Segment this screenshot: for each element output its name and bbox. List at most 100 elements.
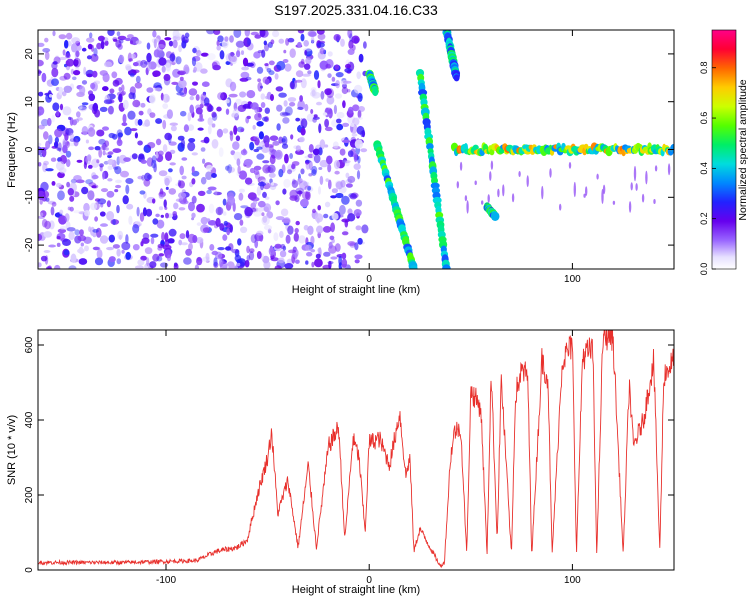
spectrogram-cell bbox=[464, 195, 468, 202]
spectrogram-cell bbox=[201, 81, 210, 87]
spectrogram-cell bbox=[203, 136, 210, 144]
spectrogram-cell bbox=[71, 37, 81, 44]
spectrogram-cell bbox=[331, 76, 336, 82]
spectrogram-cell bbox=[38, 42, 45, 47]
spectrogram-cell bbox=[168, 228, 177, 237]
spectrogram-cell bbox=[283, 178, 291, 188]
spectrogram-cell bbox=[38, 59, 44, 67]
spectrogram-cell bbox=[128, 58, 133, 62]
spectrogram-cell bbox=[62, 49, 66, 56]
spectrogram-cell bbox=[283, 49, 287, 54]
spectrogram-cell bbox=[63, 85, 72, 94]
spectrogram-cell bbox=[196, 222, 202, 226]
spectrogram-cell bbox=[183, 64, 190, 75]
spectrogram-cell bbox=[173, 202, 179, 210]
spectrogram-cell bbox=[137, 175, 143, 180]
spectrogram-cell bbox=[277, 257, 285, 264]
spectrogram-cell bbox=[88, 93, 96, 102]
spectrogram-cell bbox=[490, 211, 500, 221]
spectrogram-cell bbox=[313, 114, 318, 118]
spectrogram-cell bbox=[118, 54, 125, 64]
spectrogram-cell bbox=[583, 193, 586, 198]
spectrogram-cell bbox=[287, 225, 294, 235]
spectrogram-cell bbox=[207, 220, 217, 226]
spectrogram-cell bbox=[137, 140, 143, 146]
spectrogram-cell bbox=[38, 146, 43, 156]
spectrogram-cell bbox=[256, 146, 263, 150]
spectrogram-cell bbox=[319, 175, 324, 185]
spectrogram-cell bbox=[253, 210, 262, 217]
spectrogram-cell bbox=[313, 154, 321, 164]
spectrogram-cell bbox=[163, 199, 167, 208]
spectrogram-cell bbox=[228, 166, 236, 173]
spectrogram-cell bbox=[207, 105, 214, 112]
spectrogram-cell bbox=[258, 131, 264, 140]
spectrogram-cell bbox=[331, 212, 339, 221]
spectrogram-cell bbox=[601, 189, 604, 204]
spectrogram-cell bbox=[72, 76, 77, 81]
spectrogram-cell bbox=[52, 102, 60, 111]
spectrogram-cell bbox=[324, 201, 331, 208]
spectrogram-cell bbox=[272, 30, 280, 38]
spectrogram-cell bbox=[466, 200, 469, 214]
spectrogram-cell bbox=[262, 215, 268, 223]
spectrogram-cell bbox=[252, 124, 256, 130]
spectrogram-cell bbox=[74, 118, 80, 123]
spectrogram-cell bbox=[161, 231, 165, 242]
spectrogram-cell bbox=[278, 38, 285, 44]
spectrogram-cell bbox=[185, 248, 193, 256]
spectrogram-cell bbox=[151, 155, 157, 164]
spectrogram-cell bbox=[295, 145, 301, 152]
spectrogram-cell bbox=[299, 180, 308, 191]
spectrogram-cell bbox=[216, 45, 221, 51]
spectrogram-cell bbox=[341, 195, 350, 205]
spectrogram-cell bbox=[91, 185, 97, 189]
spectrogram-cell bbox=[196, 203, 205, 213]
spectrogram-cell bbox=[155, 151, 159, 159]
spectrogram-cell bbox=[92, 184, 99, 189]
spectrogram-cell bbox=[333, 159, 341, 170]
x-tick-label: -100 bbox=[156, 575, 176, 586]
spectrogram-cell bbox=[285, 38, 290, 46]
spectrogram-cell bbox=[245, 76, 252, 81]
spectrogram-cell bbox=[50, 206, 55, 216]
spectrogram-cell bbox=[115, 184, 122, 189]
spectrogram-cell bbox=[213, 30, 221, 35]
spectrogram-cell bbox=[138, 110, 144, 116]
spectrogram-cell bbox=[281, 138, 286, 143]
spectrogram-cell bbox=[275, 200, 280, 206]
spectrogram-cell bbox=[44, 37, 49, 43]
spectrogram-cell bbox=[352, 117, 360, 126]
spectrogram-cell bbox=[253, 136, 260, 141]
spectrogram-cell bbox=[316, 30, 325, 35]
spectrogram-cell bbox=[42, 48, 51, 53]
spectrogram-cell bbox=[310, 36, 315, 44]
spectrogram-cell bbox=[107, 159, 115, 165]
spectrogram-cell bbox=[78, 104, 83, 110]
spectrogram-cell bbox=[263, 225, 273, 231]
spectrogram-cell bbox=[230, 51, 235, 57]
spectrogram-cell bbox=[269, 178, 273, 184]
spectrogram-cell bbox=[310, 235, 315, 245]
spectrogram-cell bbox=[40, 210, 47, 218]
spectrogram-cell bbox=[347, 213, 356, 222]
spectrogram-cell bbox=[211, 123, 216, 128]
spectrogram-cell bbox=[354, 139, 364, 149]
spectrogram-cell bbox=[256, 153, 265, 160]
x-tick-label: 100 bbox=[564, 274, 581, 285]
spectrogram-cell bbox=[268, 60, 275, 66]
spectrogram-cell bbox=[117, 230, 124, 240]
spectrogram-cell bbox=[347, 48, 355, 56]
spectrogram-cell bbox=[44, 220, 51, 230]
spectrogram-cell bbox=[205, 171, 213, 180]
spectrogram-cell bbox=[242, 57, 249, 67]
spectrogram-cell bbox=[168, 168, 173, 173]
spectrogram-cell bbox=[166, 109, 173, 119]
spectrogram-cell bbox=[318, 123, 322, 134]
spectrogram-cell bbox=[231, 248, 240, 254]
spectrogram-cell bbox=[58, 34, 67, 40]
spectrogram-cell bbox=[38, 142, 42, 147]
spectrogram-cell bbox=[191, 152, 198, 156]
spectrogram-cell bbox=[89, 32, 93, 39]
